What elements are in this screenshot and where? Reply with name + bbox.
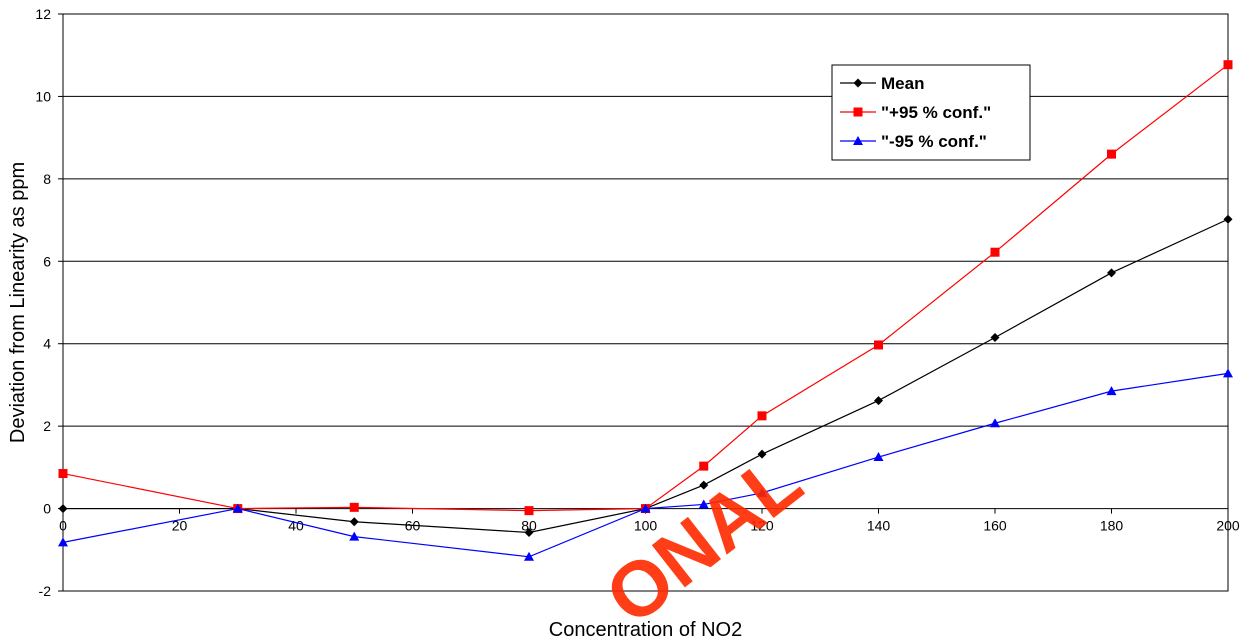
- data-point: [757, 449, 767, 459]
- legend-marker: [853, 107, 863, 117]
- data-point: [349, 502, 359, 512]
- data-point: [524, 551, 534, 561]
- series-0: [58, 214, 1233, 537]
- x-tick-label: 180: [1100, 518, 1124, 534]
- y-tick-label: -2: [39, 583, 52, 599]
- legend: Mean "+95 % conf." "-95 % conf.": [831, 64, 1031, 161]
- y-tick-label: 4: [43, 336, 51, 352]
- data-point: [524, 527, 534, 537]
- plot-area-frame: [62, 13, 1229, 592]
- data-point: [1106, 386, 1117, 396]
- y-tick-label: 10: [35, 88, 51, 104]
- legend-label: "-95 % conf.": [881, 132, 987, 151]
- series-line: [63, 218, 1229, 534]
- x-tick-label: 100: [634, 518, 658, 534]
- data-point: [699, 461, 709, 471]
- data-point: [757, 411, 767, 421]
- data-point: [1223, 214, 1233, 224]
- data-point: [757, 487, 767, 497]
- y-axis-ticks: -2 0 2 4 6 8 10 12: [35, 6, 63, 599]
- series-layer: [58, 60, 1233, 561]
- y-tick-label: 12: [35, 6, 51, 22]
- data-point: [349, 531, 360, 541]
- data-point: [1107, 268, 1116, 278]
- x-tick-label: 200: [1216, 518, 1240, 534]
- series-2: [58, 368, 1233, 561]
- y-tick-label: 2: [43, 418, 51, 434]
- legend-label: "+95 % conf.": [881, 103, 991, 122]
- data-point: [874, 396, 883, 406]
- x-tick-label: 80: [521, 518, 537, 534]
- data-point: [698, 499, 709, 509]
- data-point: [1223, 368, 1233, 378]
- data-point: [699, 480, 709, 490]
- x-tick-label: 120: [750, 518, 774, 534]
- legend-marker: [853, 136, 863, 145]
- y-axis-title: Deviation from Linearity as ppm: [7, 162, 29, 443]
- data-point: [58, 469, 68, 479]
- x-tick-label: 0: [59, 518, 67, 534]
- data-point: [349, 517, 359, 527]
- legend-marker: [853, 78, 863, 88]
- legend-item: "+95 % conf.": [840, 103, 991, 122]
- x-tick-label: 40: [288, 518, 304, 534]
- data-point: [640, 503, 651, 513]
- series-1: [58, 60, 1233, 516]
- x-axis-title: Concentration of NO2: [549, 619, 742, 641]
- y-tick-label: 6: [43, 253, 51, 269]
- legend-label: Mean: [881, 74, 924, 93]
- data-point: [873, 452, 884, 462]
- x-tick-label: 20: [172, 518, 188, 534]
- data-point: [1107, 149, 1116, 159]
- data-point: [58, 504, 68, 514]
- x-tick-label: 160: [983, 518, 1007, 534]
- y-tick-label: 8: [43, 171, 51, 187]
- data-point: [232, 503, 243, 513]
- series-line: [62, 64, 1229, 512]
- legend-item: Mean: [840, 74, 924, 93]
- data-point: [524, 506, 534, 516]
- data-point: [1223, 60, 1233, 70]
- legend-item: "-95 % conf.": [840, 132, 987, 151]
- data-point: [990, 418, 1000, 428]
- data-point: [58, 537, 68, 547]
- y-tick-label: 0: [43, 501, 51, 517]
- x-tick-label: 140: [867, 518, 891, 534]
- data-point: [874, 340, 883, 350]
- data-point: [990, 247, 1000, 257]
- data-point: [990, 333, 1000, 343]
